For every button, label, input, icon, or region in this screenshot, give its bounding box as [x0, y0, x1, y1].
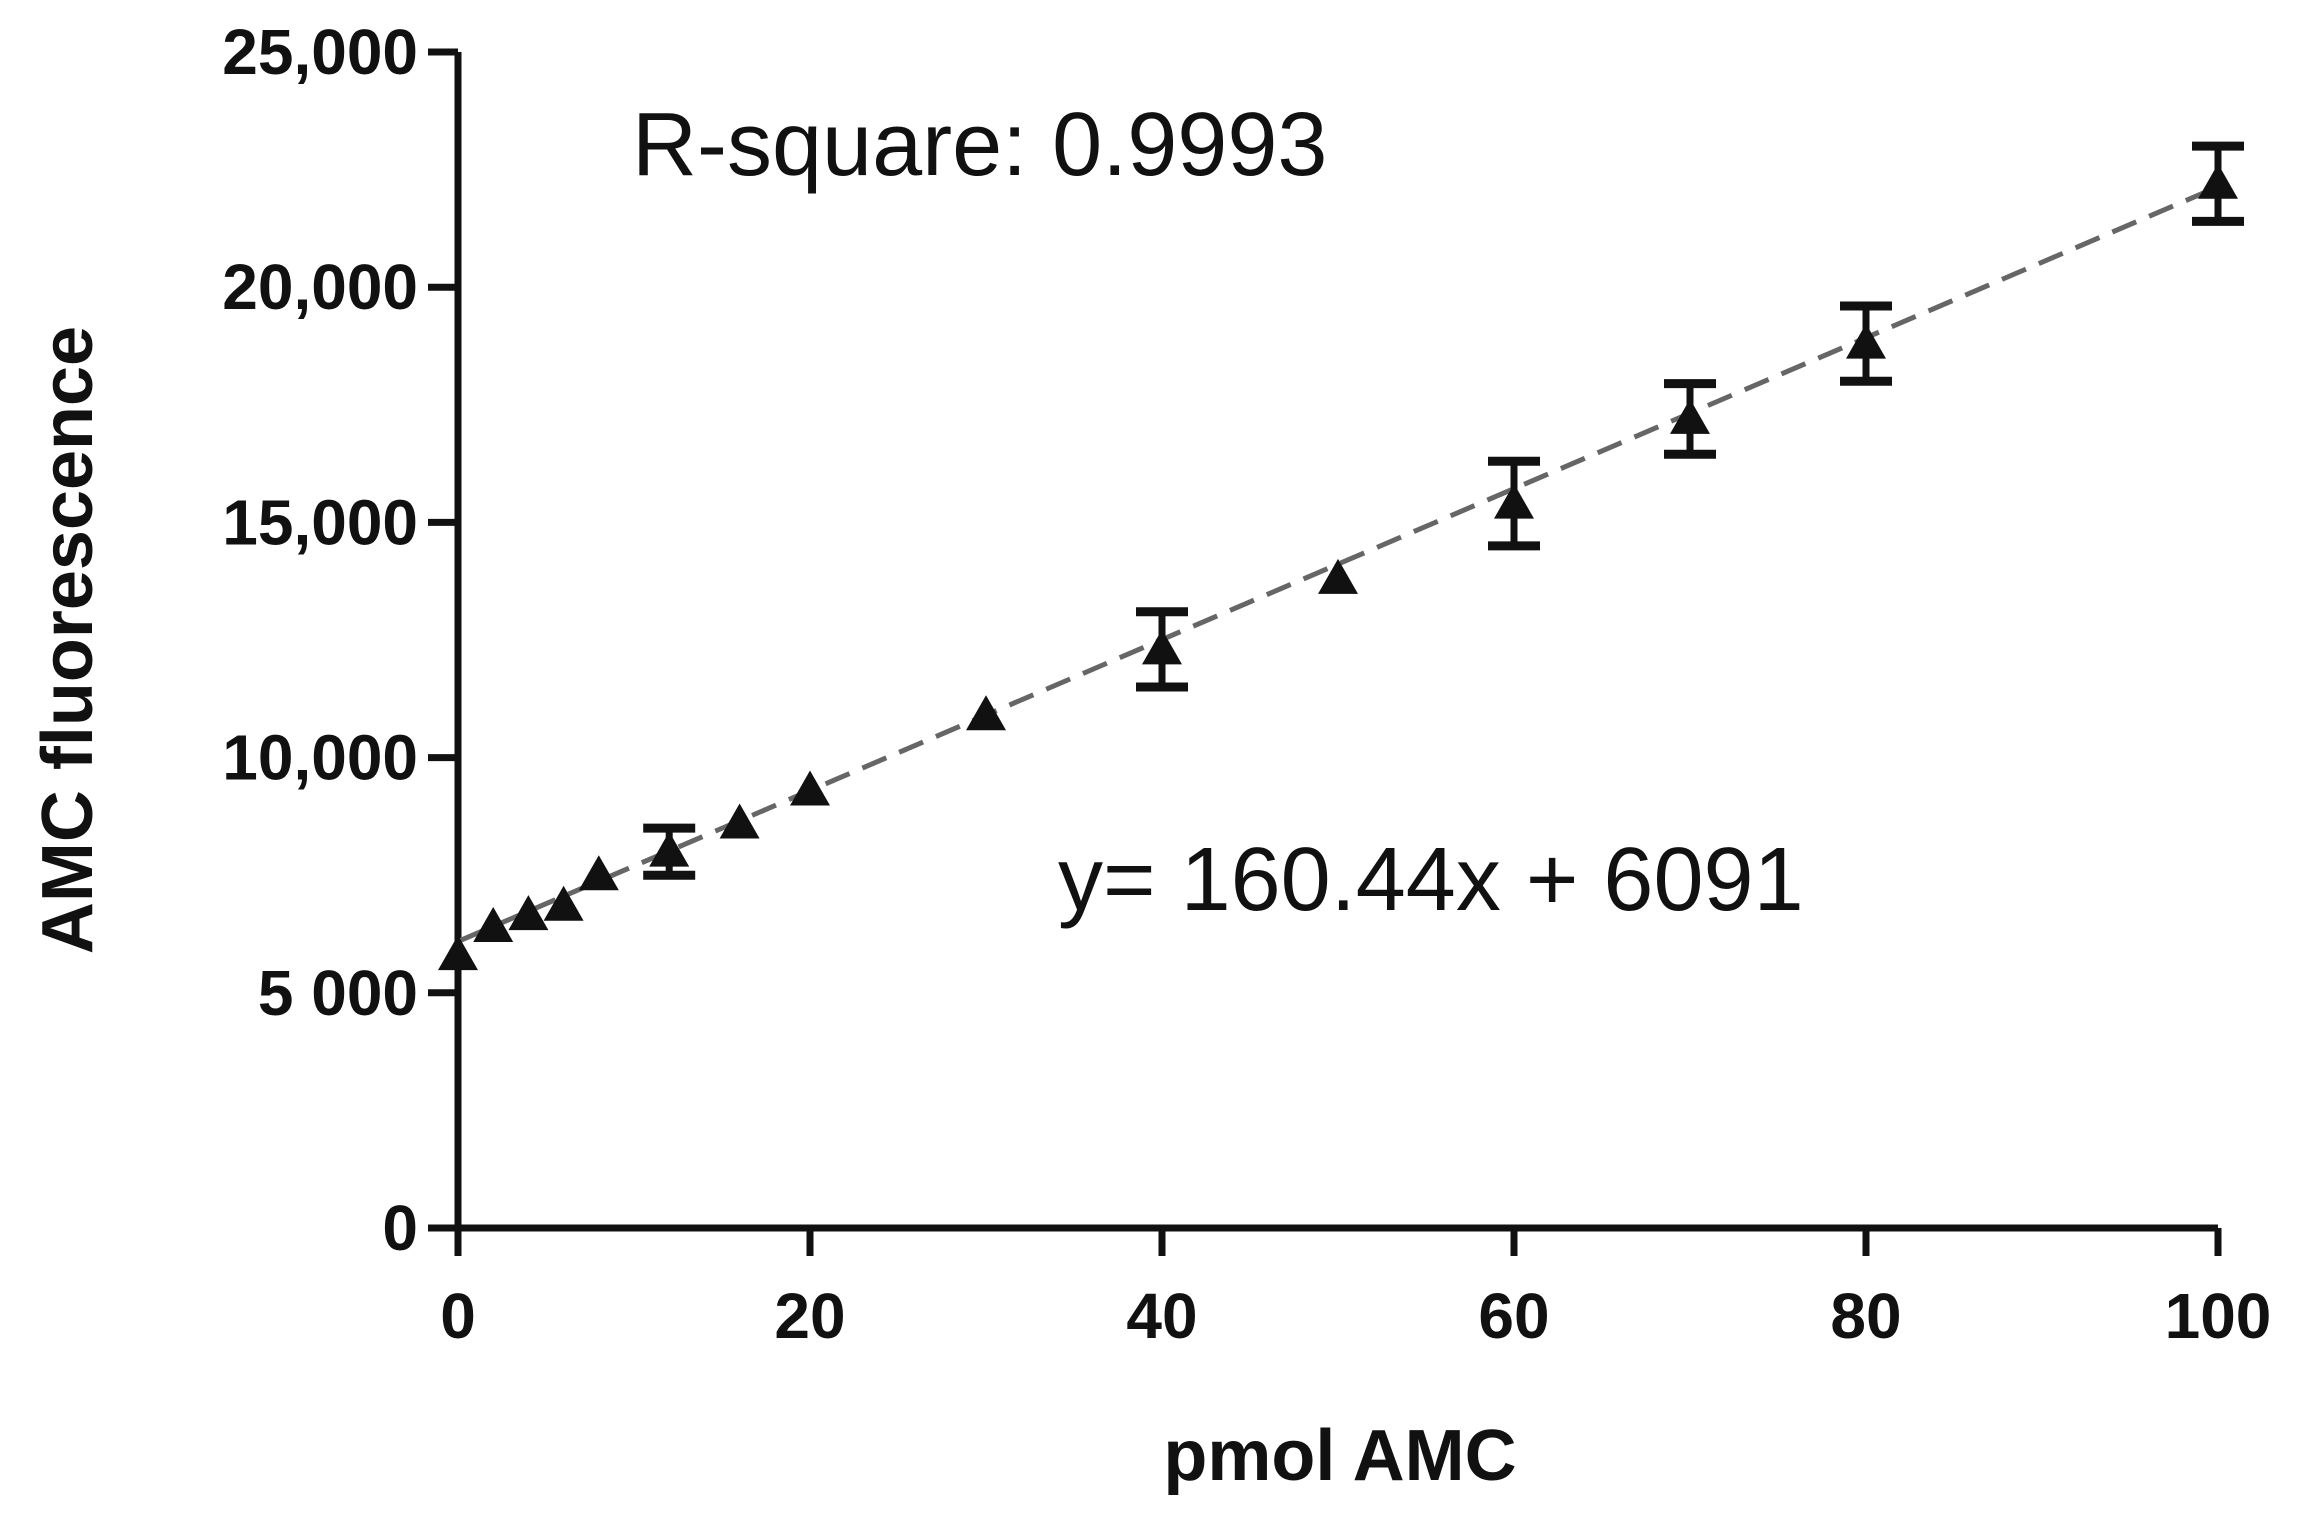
- equation-annotation: y= 160.44x + 6091: [1058, 830, 1804, 930]
- x-tick-label: 0: [440, 1280, 476, 1352]
- data-point: [719, 803, 760, 839]
- data-point: [578, 855, 619, 891]
- x-tick-label: 100: [2165, 1280, 2272, 1352]
- x-tick-label: 40: [1126, 1280, 1197, 1352]
- data-point: [1670, 398, 1710, 434]
- x-axis-title: pmol AMC: [1163, 1416, 1516, 1496]
- y-tick-label: 5 000: [258, 957, 418, 1029]
- plot-area: 0 5 000 10,000 15,000 20,000 25,000 0 20 40 60 80 1…: [222, 16, 2271, 1352]
- y-tick-label: 0: [382, 1192, 418, 1264]
- y-axis-title: AMC fluorescence: [28, 326, 108, 954]
- data-point: [543, 885, 584, 921]
- data-point: [473, 906, 514, 942]
- y-tick-label: 25,000: [222, 16, 418, 88]
- data-point: [1142, 629, 1182, 665]
- x-tick-label: 80: [1830, 1280, 1901, 1352]
- y-tick-label: 10,000: [222, 722, 418, 794]
- r-square-annotation: R-square: 0.9993: [632, 95, 1327, 195]
- data-point: [1494, 483, 1534, 519]
- x-tick-label: 60: [1478, 1280, 1549, 1352]
- data-point: [790, 770, 830, 806]
- data-point: [1846, 323, 1886, 359]
- data-point: [1318, 558, 1358, 594]
- data-point: [2198, 163, 2238, 199]
- data-point: [966, 695, 1006, 731]
- data-point: [508, 895, 549, 931]
- y-tick-label: 15,000: [222, 486, 418, 558]
- x-tick-label: 20: [774, 1280, 845, 1352]
- data-point: [649, 831, 690, 867]
- data-point: [438, 935, 478, 971]
- y-tick-label: 20,000: [222, 251, 418, 323]
